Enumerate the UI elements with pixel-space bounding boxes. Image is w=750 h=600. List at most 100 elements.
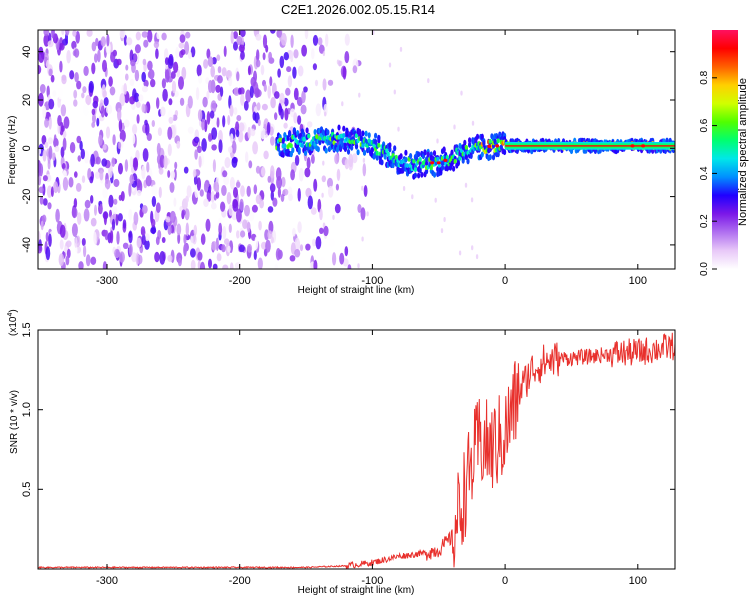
heatmap-cell-441 bbox=[173, 197, 177, 207]
heatmap-cell-1233 bbox=[385, 148, 389, 154]
heatmap-cell-114 bbox=[167, 170, 171, 178]
heatmap-cell-522 bbox=[123, 83, 127, 95]
heatmap-cell-594 bbox=[113, 211, 116, 221]
heatmap-cell-784 bbox=[91, 108, 96, 116]
heatmap-cell-395 bbox=[252, 141, 258, 155]
heatmap-cell-488 bbox=[131, 133, 136, 145]
heatmap-cell-249 bbox=[292, 66, 297, 79]
heatmap-cell-834 bbox=[167, 254, 173, 262]
heatmap-cell-411 bbox=[269, 76, 273, 87]
heatmap-cell-944 bbox=[322, 160, 325, 166]
heatmap-cell-295 bbox=[267, 175, 271, 183]
heatmap-cell-1157 bbox=[354, 133, 359, 139]
heatmap-cell-95 bbox=[344, 33, 350, 46]
heatmap-cell-159 bbox=[105, 126, 111, 139]
heatmap-cell-626 bbox=[227, 115, 231, 126]
heatmap-cell-3 bbox=[73, 89, 78, 99]
heatmap-cell-322 bbox=[248, 160, 253, 169]
heatmap-cell-615 bbox=[261, 166, 266, 177]
heatmap-cell-494 bbox=[116, 231, 120, 245]
colorbar-gradient bbox=[712, 30, 738, 269]
heatmap-cell-845 bbox=[92, 100, 99, 109]
heatmap-cell-491 bbox=[89, 176, 94, 184]
heatmap-cell-548 bbox=[210, 65, 215, 78]
heatmap-cell-575 bbox=[290, 34, 294, 48]
heatmap-peak-3 bbox=[487, 144, 492, 148]
heatmap-cell-506 bbox=[68, 177, 74, 188]
heatmap-cell-429 bbox=[102, 59, 107, 73]
heatmap-cell-1026 bbox=[303, 150, 308, 156]
heatmap-cell-799 bbox=[263, 83, 267, 92]
heatmap-cell-735 bbox=[204, 119, 208, 133]
heatmap-cell-917 bbox=[332, 214, 335, 220]
heatmap-cell-632 bbox=[59, 224, 66, 238]
heatmap-cell-952 bbox=[366, 211, 369, 217]
heatmap-cell-748 bbox=[60, 125, 65, 132]
heatmap-cell-571 bbox=[155, 48, 159, 60]
heatmap-cell-537 bbox=[129, 156, 134, 169]
heatmap-cell-103 bbox=[71, 40, 77, 50]
heatmap-cell-709 bbox=[118, 162, 123, 175]
heatmap-cell-260 bbox=[81, 92, 85, 99]
heatmap-cell-11 bbox=[216, 117, 220, 128]
heatmap-cell-664 bbox=[159, 251, 166, 265]
heatmap-cell-906 bbox=[112, 134, 116, 146]
heatmap-cell-1290 bbox=[409, 153, 413, 159]
heatmap-cell-800 bbox=[45, 246, 51, 261]
heatmap-cell-629 bbox=[93, 231, 97, 244]
heatmap-cell-807 bbox=[212, 263, 218, 269]
colorbar: 0.0 0.2 0.4 0.6 0.8 Normalized spectral ampl… bbox=[699, 30, 749, 276]
heatmap-cell-47 bbox=[50, 74, 55, 83]
heatmap-cell-391 bbox=[69, 70, 75, 80]
heatmap-cell-605 bbox=[258, 220, 262, 231]
heatmap-cell-545 bbox=[110, 51, 116, 63]
heatmap-cell-706 bbox=[179, 34, 186, 43]
heatmap-cell-77 bbox=[187, 126, 194, 134]
heatmap-cell-1239 bbox=[388, 142, 392, 149]
heatmap-cell-598 bbox=[83, 244, 87, 258]
heatmap-cell-1000 bbox=[292, 127, 296, 134]
heatmap-peak-2 bbox=[443, 158, 448, 162]
heatmap-cell-876 bbox=[305, 187, 312, 198]
heatmap-cell-948 bbox=[388, 62, 392, 68]
heatmap-cell-110 bbox=[301, 44, 307, 57]
heatmap-cell-665 bbox=[143, 39, 149, 48]
heatmap-cell-813 bbox=[240, 50, 245, 61]
heatmap-cell-585 bbox=[75, 182, 82, 192]
heatmap-cell-744 bbox=[278, 103, 282, 116]
heatmap-cell-745 bbox=[141, 165, 146, 180]
heatmap-cell-686 bbox=[65, 255, 70, 266]
heatmap-cell-741 bbox=[71, 207, 78, 219]
heatmap-cell-912 bbox=[142, 58, 147, 66]
heatmap-cell-846 bbox=[294, 248, 301, 258]
heatmap-cell-841 bbox=[232, 199, 239, 212]
heatmap-cell-806 bbox=[165, 216, 171, 223]
heatmap-cell-655 bbox=[102, 261, 107, 269]
heatmap-cell-444 bbox=[57, 87, 63, 100]
heatmap-cell-313 bbox=[210, 202, 217, 210]
heatmap-cell-874 bbox=[335, 183, 339, 191]
heatmap-cell-279 bbox=[42, 149, 47, 162]
heatmap-cell-243 bbox=[81, 238, 86, 246]
heatmap-cell-1175 bbox=[362, 149, 367, 156]
heatmap-cell-1318 bbox=[420, 171, 424, 178]
heatmap-cell-717 bbox=[228, 75, 233, 87]
heatmap-cell-509 bbox=[239, 198, 244, 212]
heatmap-cell-819 bbox=[142, 148, 149, 162]
heatmap-cell-851 bbox=[200, 233, 206, 245]
heatmap-cell-621 bbox=[293, 112, 298, 124]
heatmap-cell-747 bbox=[46, 59, 50, 69]
heatmap-cell-458 bbox=[106, 104, 113, 115]
heatmap-cell-164 bbox=[74, 48, 80, 58]
heatmap-cell-1471 bbox=[480, 151, 484, 158]
heatmap-cell-567 bbox=[44, 118, 49, 128]
heatmap-cell-1301 bbox=[412, 158, 416, 164]
heatmap-cell-1155 bbox=[354, 143, 359, 150]
heatmap-cell-282 bbox=[41, 135, 47, 145]
heatmap-cell-597 bbox=[81, 175, 86, 183]
heatmap-cell-549 bbox=[141, 234, 146, 246]
heatmap-cell-923 bbox=[464, 182, 468, 188]
p1xticks-label-4: 100 bbox=[629, 275, 647, 287]
heatmap-cell-714 bbox=[218, 139, 223, 153]
heatmap-cell-977 bbox=[283, 143, 287, 149]
